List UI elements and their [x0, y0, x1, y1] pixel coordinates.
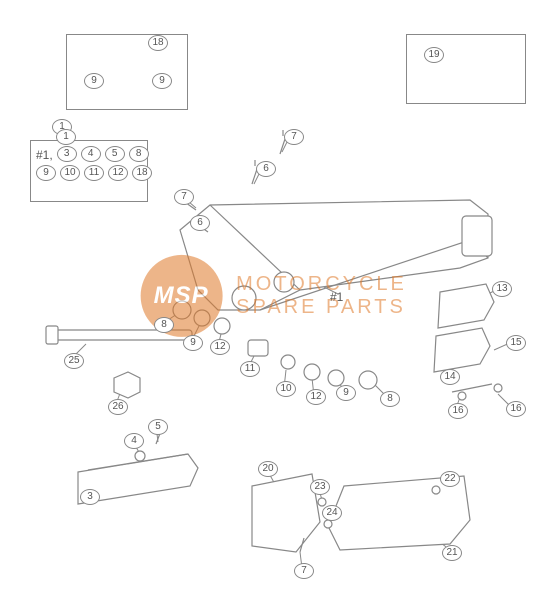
callout-label-c5: 5	[148, 419, 168, 435]
callout-c25: 25	[64, 352, 84, 369]
callout-c1: 1	[56, 128, 76, 145]
diagram-canvas: MSP MOTORCYCLE SPARE PARTS 1 #1, 3 4 5 8…	[0, 0, 547, 599]
callout-c3: 3	[80, 488, 100, 505]
callout-label-c24: 24	[322, 505, 342, 521]
callout-label-c16a: 16	[448, 403, 468, 419]
legend-r2-0: 9	[36, 165, 56, 181]
callout-label-c22: 22	[440, 471, 460, 487]
callout-label-c6b: 6	[190, 215, 210, 231]
legend-r1-1: 4	[81, 146, 101, 162]
legend-r2-2: 11	[84, 165, 104, 181]
legend-r1-3: 8	[129, 146, 149, 162]
callout-c22: 22	[440, 470, 460, 487]
callout-label-c26: 26	[108, 399, 128, 415]
callout-label-c8b: 8	[380, 391, 400, 407]
callout-label-c11: 11	[240, 361, 260, 377]
callout-label-c10: 10	[276, 381, 296, 397]
legend-row2: 9 10 11 12 18	[36, 165, 140, 181]
callout-c16b: 16	[506, 400, 526, 417]
callout-c6b: 6	[190, 214, 210, 231]
callout-c24: 24	[322, 504, 342, 521]
callout-c21: 21	[442, 544, 462, 561]
callout-label-c3: 3	[80, 489, 100, 505]
callout-label-c1: 1	[56, 129, 76, 145]
callout-label-c4: 4	[124, 433, 144, 449]
legend-contents: #1, 3 4 5 8 9 10 11 12 18	[36, 146, 140, 181]
callout-c9b: 9	[152, 72, 172, 89]
pivot-hardware	[173, 301, 377, 389]
callout-c5: 5	[148, 418, 168, 435]
callout-c7c: 7	[294, 562, 314, 579]
box-box19	[406, 34, 526, 104]
legend-r2-3: 12	[108, 165, 128, 181]
callout-c12a: 12	[210, 338, 230, 355]
callout-c10: 10	[276, 380, 296, 397]
callout-c8a: 8	[154, 316, 174, 333]
callout-c8b: 8	[380, 390, 400, 407]
callout-c23: 23	[310, 478, 330, 495]
callout-c18: 18	[148, 34, 168, 51]
callout-c9d: 9	[336, 384, 356, 401]
legend-row1: #1, 3 4 5 8	[36, 146, 140, 165]
callout-label-c23: 23	[310, 479, 330, 495]
callout-label-c7a: 7	[284, 129, 304, 145]
callout-c7b: 7	[174, 188, 194, 205]
callout-c4: 4	[124, 432, 144, 449]
callout-c13: 13	[492, 280, 512, 297]
callout-label-c25: 25	[64, 353, 84, 369]
callout-label-c19: 19	[424, 47, 444, 63]
callout-label-c9b: 9	[152, 73, 172, 89]
callout-label-c20: 20	[258, 461, 278, 477]
callout-label-c9c: 9	[183, 335, 203, 351]
callout-c16a: 16	[448, 402, 468, 419]
callout-c20: 20	[258, 460, 278, 477]
callout-label-c12b: 12	[306, 389, 326, 405]
legend-r1-2: 5	[105, 146, 125, 162]
callout-label-c7b: 7	[174, 189, 194, 205]
callout-label-c7c: 7	[294, 563, 314, 579]
callout-label-c16b: 16	[506, 401, 526, 417]
callout-c12b: 12	[306, 388, 326, 405]
callout-c9c: 9	[183, 334, 203, 351]
legend-r2-1: 10	[60, 165, 80, 181]
legend-r1-0: 3	[57, 146, 77, 162]
callout-label-c6a: 6	[256, 161, 276, 177]
callout-label-c8a: 8	[154, 317, 174, 333]
callout-label-c13: 13	[492, 281, 512, 297]
callout-c14: 14	[440, 368, 460, 385]
callout-hash1: #1	[330, 290, 343, 304]
callout-label-c18: 18	[148, 35, 168, 51]
callout-c9a: 9	[84, 72, 104, 89]
guards	[252, 474, 470, 552]
callout-c19: 19	[424, 46, 444, 63]
callout-c11: 11	[240, 360, 260, 377]
legend-prefix: #1,	[36, 146, 53, 165]
callout-c7a: 7	[284, 128, 304, 145]
callout-c6a: 6	[256, 160, 276, 177]
callout-c15: 15	[506, 334, 526, 351]
callout-label-c21: 21	[442, 545, 462, 561]
callout-label-c9d: 9	[336, 385, 356, 401]
callout-label-c9a: 9	[84, 73, 104, 89]
callout-label-c14: 14	[440, 369, 460, 385]
callout-c26: 26	[108, 398, 128, 415]
callout-label-c15: 15	[506, 335, 526, 351]
callout-label-c12a: 12	[210, 339, 230, 355]
